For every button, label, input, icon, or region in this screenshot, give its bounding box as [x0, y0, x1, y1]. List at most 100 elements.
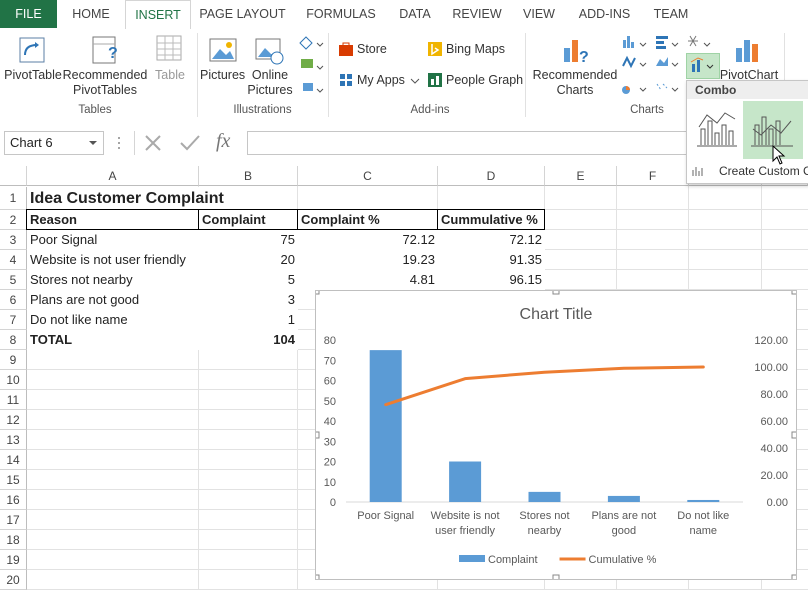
column-header[interactable]: E: [545, 166, 617, 186]
bing-maps-button[interactable]: Bing Maps: [446, 42, 506, 56]
ribbon-tab[interactable]: TEAM: [653, 7, 689, 21]
row-header[interactable]: 14: [0, 450, 27, 470]
shapes-icons: [299, 36, 324, 93]
cell[interactable]: Cummulative %: [437, 209, 545, 230]
cell[interactable]: 5: [199, 270, 298, 290]
cell[interactable]: Poor Signal: [27, 230, 199, 250]
ribbon-tab[interactable]: PAGE LAYOUT: [199, 7, 286, 21]
cell[interactable]: Stores not nearby: [27, 270, 199, 290]
cell[interactable]: Do not like name: [27, 310, 199, 330]
table-button[interactable]: Table: [155, 68, 185, 82]
separator: [134, 131, 135, 155]
cell[interactable]: Complaint %: [297, 209, 438, 230]
column-header[interactable]: A: [27, 166, 199, 186]
chart[interactable]: Chart Title 0 10 20 30 40 50 60 70 80 0.00 20.00 40.…: [312, 287, 799, 582]
chart-type-icons[interactable]: [620, 32, 720, 98]
y2-tick-label: 100.00: [754, 362, 788, 374]
recommended-charts-button[interactable]: Recommended Charts: [532, 68, 618, 97]
row-header[interactable]: 17: [0, 510, 27, 530]
my-apps-button[interactable]: My Apps: [357, 73, 405, 87]
svg-text:?: ?: [579, 49, 589, 66]
cell[interactable]: TOTAL: [27, 330, 199, 350]
row-header[interactable]: 18: [0, 530, 27, 550]
group-label: Illustrations: [233, 104, 292, 116]
row-header[interactable]: 4: [0, 250, 27, 270]
bar: [449, 461, 482, 502]
resize-handle: [312, 431, 320, 439]
dropdown-arrow[interactable]: [410, 77, 420, 85]
column-header[interactable]: B: [199, 166, 298, 186]
column-header[interactable]: F: [617, 166, 689, 186]
cell[interactable]: 96.15: [438, 270, 545, 290]
y2-tick-label: 0.00: [767, 497, 788, 509]
cell[interactable]: 20: [199, 250, 298, 270]
row-header[interactable]: 7: [0, 310, 27, 330]
cell[interactable]: 72.12: [298, 230, 438, 250]
row-header[interactable]: 1: [0, 187, 27, 210]
name-box[interactable]: Chart 6: [4, 131, 104, 155]
row-header[interactable]: 16: [0, 490, 27, 510]
cell[interactable]: 91.35: [438, 250, 545, 270]
pivotchart-icon: [736, 40, 758, 62]
row-header[interactable]: 11: [0, 390, 27, 410]
ribbon-tab[interactable]: DATA: [399, 7, 431, 21]
pictures-button[interactable]: Pictures: [200, 68, 246, 82]
row-header[interactable]: 15: [0, 470, 27, 490]
combo-option[interactable]: [749, 109, 797, 149]
row-header[interactable]: 13: [0, 430, 27, 450]
row-header[interactable]: 9: [0, 350, 27, 370]
ribbon-tab[interactable]: FILE: [0, 0, 57, 28]
create-custom-combo[interactable]: Create Custom C: [719, 164, 808, 178]
cell[interactable]: Complaint: [198, 209, 298, 230]
cell[interactable]: 72.12: [438, 230, 545, 250]
row-header[interactable]: 5: [0, 270, 27, 290]
row-header[interactable]: 3: [0, 230, 27, 250]
ribbon-tab[interactable]: INSERT: [125, 0, 191, 31]
combo-option[interactable]: [695, 109, 741, 149]
people-graph-button[interactable]: People Graph: [446, 73, 524, 87]
x-tick-label: Website is not user friendly: [430, 510, 500, 537]
row-header[interactable]: 20: [0, 570, 27, 590]
bar: [528, 491, 561, 502]
column-header[interactable]: D: [438, 166, 545, 186]
recommended-pivottables-button[interactable]: Recommended PivotTables: [62, 68, 148, 97]
ribbon-tab[interactable]: FORMULAS: [306, 7, 376, 21]
cell[interactable]: 19.23: [298, 250, 438, 270]
row-header[interactable]: 8: [0, 330, 27, 350]
ribbon-tab[interactable]: REVIEW: [452, 7, 502, 21]
row-header[interactable]: 2: [0, 210, 27, 230]
ribbon-tab[interactable]: HOME: [72, 7, 110, 21]
row-header[interactable]: 12: [0, 410, 27, 430]
insert-function[interactable]: fx: [216, 130, 231, 152]
enter-icon[interactable]: [179, 134, 201, 152]
ribbon-tab[interactable]: VIEW: [523, 7, 555, 21]
combo-button-highlight[interactable]: [686, 53, 720, 79]
cell[interactable]: 3: [199, 290, 298, 310]
store-button[interactable]: Store: [357, 42, 387, 56]
cell[interactable]: 1: [199, 310, 298, 330]
online-pictures-button[interactable]: Online Pictures: [247, 68, 293, 97]
row-header[interactable]: 19: [0, 550, 27, 570]
row-header[interactable]: 10: [0, 370, 27, 390]
cell[interactable]: 75: [199, 230, 298, 250]
ribbon-tab[interactable]: ADD-INS: [578, 7, 631, 21]
select-all[interactable]: [0, 166, 27, 186]
cell[interactable]: 4.81: [298, 270, 438, 290]
formula-input[interactable]: [247, 131, 808, 155]
cell[interactable]: Website is not user friendly: [27, 250, 199, 270]
y-tick-label: 10: [324, 477, 336, 489]
pivotchart-button[interactable]: PivotChart: [719, 68, 779, 82]
cell[interactable]: 104: [199, 330, 298, 350]
column-header[interactable]: C: [298, 166, 438, 186]
group-label: Tables: [78, 104, 112, 116]
separator: [525, 33, 526, 117]
cell[interactable]: Plans are not good: [27, 290, 199, 310]
cell[interactable]: Idea Customer Complaint: [27, 187, 224, 210]
resize-handle: [312, 287, 320, 295]
dropdown-arrow[interactable]: [88, 139, 98, 147]
pivottable-button[interactable]: PivotTable: [4, 68, 62, 82]
cell[interactable]: Reason: [26, 209, 199, 230]
cancel-icon[interactable]: [143, 134, 163, 152]
row-header[interactable]: 6: [0, 290, 27, 310]
